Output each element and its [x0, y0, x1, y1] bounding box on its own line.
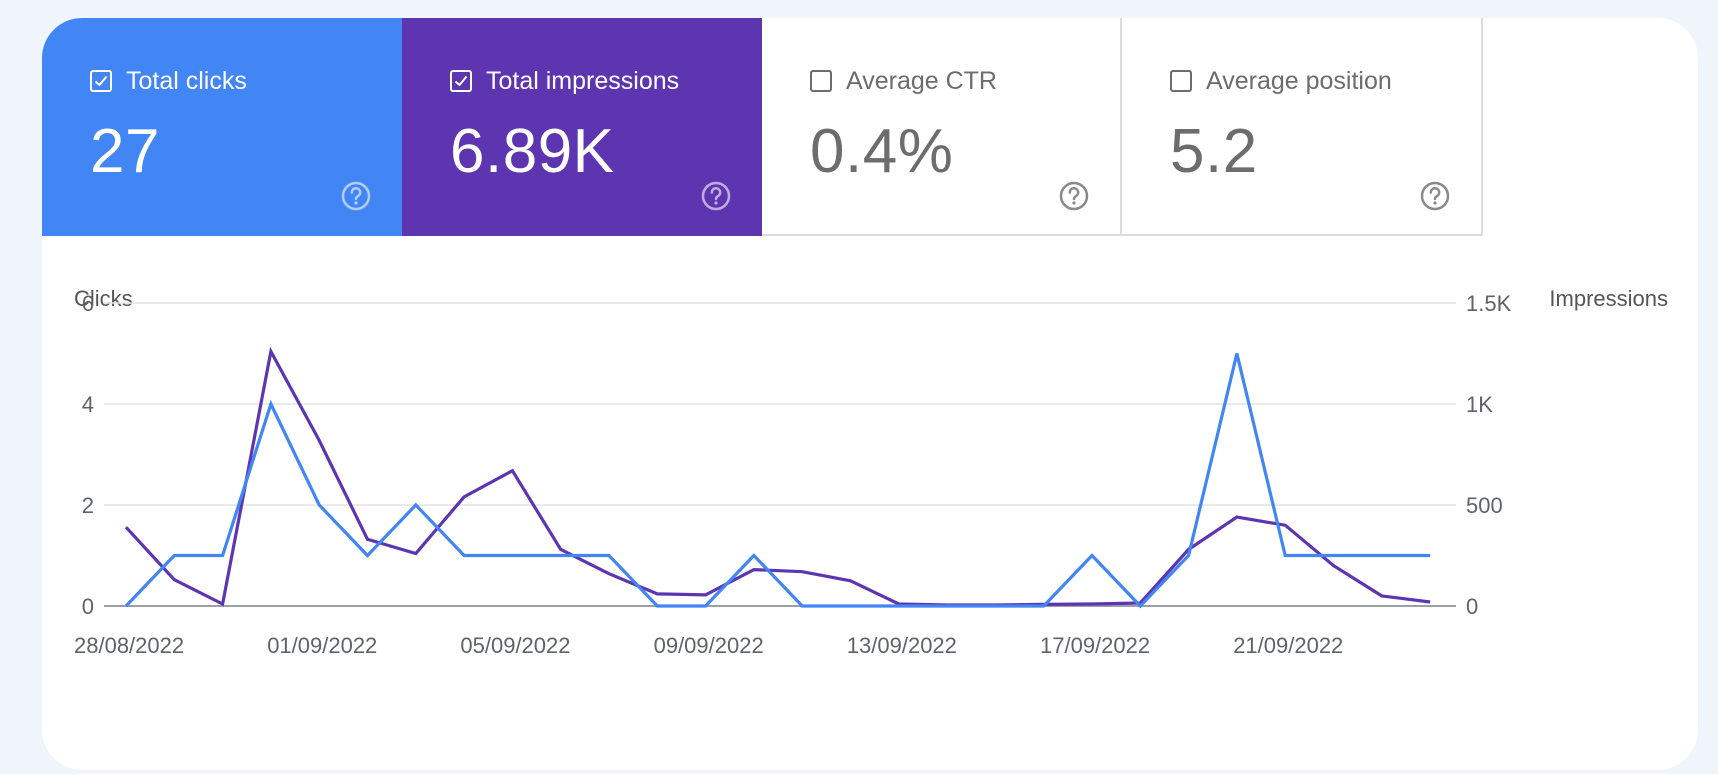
x-tick-label: 21/09/2022 — [1233, 633, 1343, 658]
right-tick-label: 500 — [1466, 493, 1503, 518]
x-tick-label: 13/09/2022 — [847, 633, 957, 658]
right-axis-title: Impressions — [1549, 286, 1668, 311]
metric-value: 5.2 — [1170, 117, 1258, 186]
metric-label: Average CTR — [846, 66, 997, 95]
metric-label: Average position — [1206, 66, 1392, 95]
right-tick-label: 1.5K — [1466, 291, 1512, 316]
help-icon[interactable] — [1058, 180, 1090, 212]
series-line-impressions — [124, 346, 1431, 607]
metric-card-total-impressions[interactable]: Total impressions 6.89K — [402, 18, 762, 236]
left-tick-label: 0 — [82, 594, 94, 619]
metric-card-average-ctr[interactable]: Average CTR 0.4% — [762, 18, 1122, 236]
x-tick-label: 17/09/2022 — [1040, 633, 1150, 658]
metric-label: Total clicks — [126, 66, 247, 95]
metric-value: 6.89K — [450, 117, 615, 186]
right-tick-label: 1K — [1466, 392, 1493, 417]
checkbox-unchecked-icon[interactable] — [810, 70, 832, 92]
help-icon[interactable] — [700, 180, 732, 212]
help-icon[interactable] — [1419, 180, 1451, 212]
left-tick-label: 4 — [82, 392, 94, 417]
metric-card-total-clicks[interactable]: Total clicks 27 — [42, 18, 402, 236]
series-line-clicks — [124, 353, 1431, 609]
metric-value: 27 — [90, 117, 160, 186]
right-tick-label: 0 — [1466, 594, 1478, 619]
metric-card-average-position[interactable]: Average position 5.2 — [1122, 18, 1483, 236]
checkbox-unchecked-icon[interactable] — [1170, 70, 1192, 92]
x-tick-label: 01/09/2022 — [267, 633, 377, 658]
metric-value: 0.4% — [810, 117, 954, 186]
x-tick-label: 05/09/2022 — [460, 633, 570, 658]
performance-chart[interactable]: 0 2 4 6 0 500 1K 1.5K 28/08/2022 01/09/2022 05/09/… — [42, 18, 1698, 770]
x-tick-label: 09/09/2022 — [654, 633, 764, 658]
help-icon[interactable] — [340, 180, 372, 212]
metric-label: Total impressions — [486, 66, 680, 95]
x-tick-label: 28/08/2022 — [74, 633, 184, 658]
left-axis-title: Clicks — [74, 286, 133, 311]
checkbox-checked-icon[interactable] — [90, 70, 112, 92]
left-tick-label: 6 — [82, 291, 94, 316]
performance-panel: Total clicks 27 Total impressions 6.89K … — [42, 18, 1698, 770]
checkbox-checked-icon[interactable] — [450, 70, 472, 92]
left-tick-label: 2 — [82, 493, 94, 518]
